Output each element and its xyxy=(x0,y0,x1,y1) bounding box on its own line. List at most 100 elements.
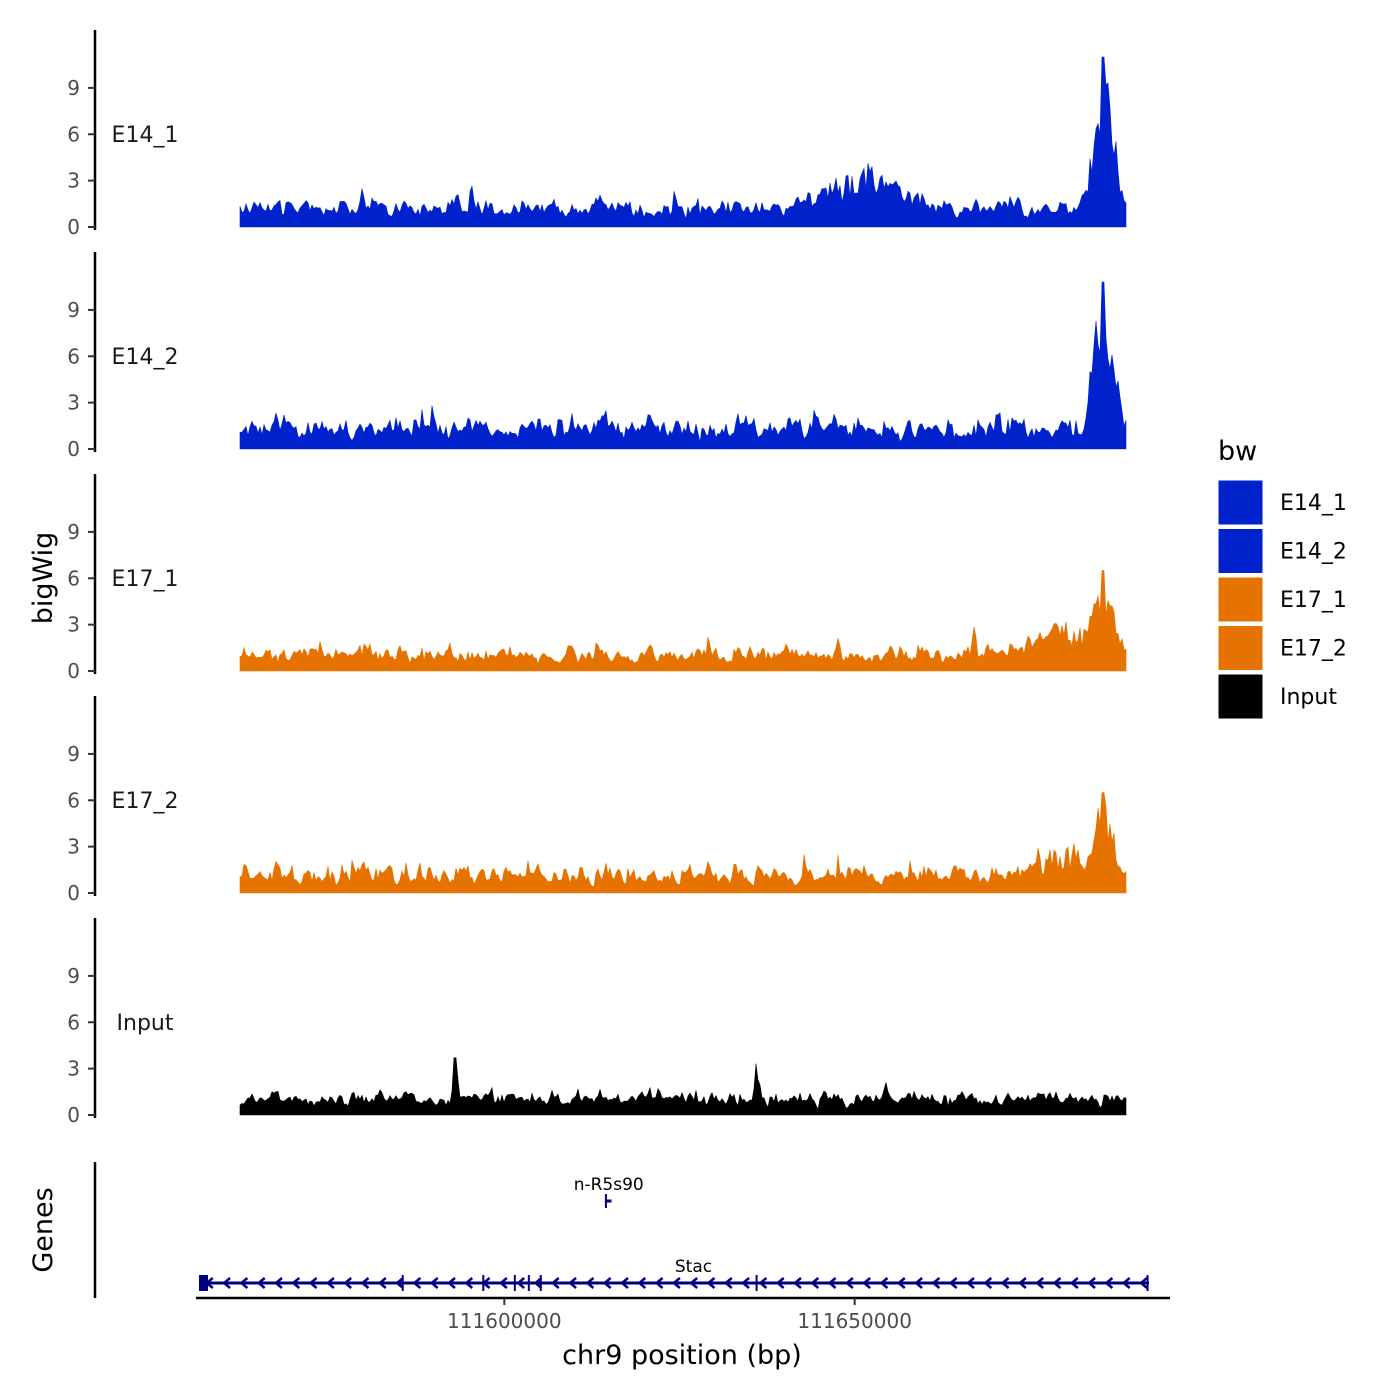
strand-arrow xyxy=(325,1277,335,1289)
gene-Stac: Stac xyxy=(199,1257,1149,1291)
y-tick-label: 6 xyxy=(67,566,80,590)
signal-area-E17_1 xyxy=(239,570,1127,672)
signal-area-E14_2 xyxy=(239,281,1127,450)
legend-label-E14_2: E14_2 xyxy=(1280,540,1347,565)
strand-arrow xyxy=(239,1277,249,1289)
strand-arrow xyxy=(862,1277,871,1289)
y-tick-label: 3 xyxy=(67,169,80,193)
track-E14_1: 0 3 6 9 E14_1 xyxy=(67,30,1127,239)
x-axis: 111600000 111650000 xyxy=(196,1296,1170,1333)
y-tick-label: 9 xyxy=(67,76,80,100)
signal-area-E14_1 xyxy=(239,56,1127,228)
y-tick-label: 9 xyxy=(67,964,80,988)
strand-arrow xyxy=(706,1277,716,1289)
strand-arrow xyxy=(914,1277,923,1289)
legend: bw E14_1 E14_2 E17_1 E17_2 Input xyxy=(1217,436,1347,720)
x-tick-label: 111600000 xyxy=(447,1309,562,1333)
strand-arrow xyxy=(1017,1277,1027,1289)
track-label: E14_1 xyxy=(112,123,179,148)
strand-arrow xyxy=(844,1277,854,1289)
strand-arrow xyxy=(948,1277,958,1289)
track-E17_2: 0 3 6 9 E17_2 xyxy=(67,696,1127,905)
legend-label-E17_2: E17_2 xyxy=(1280,637,1347,662)
strand-arrow xyxy=(343,1277,352,1289)
strand-arrow xyxy=(1087,1277,1096,1289)
strand-arrow xyxy=(602,1277,612,1289)
y-tick-label: 6 xyxy=(67,122,80,146)
y-tick-label: 6 xyxy=(67,344,80,368)
strand-arrow xyxy=(810,1277,820,1289)
track-label: Input xyxy=(117,1011,174,1036)
legend-swatch-Input xyxy=(1217,673,1264,720)
signal-tracks: 0 3 6 9 E14_1 0 3 6 9 E14_2 0 3 6 9 E17_1 0 3 6 9 E17_2 0 3 6 9… xyxy=(67,30,1127,1127)
strand-arrow xyxy=(429,1277,439,1289)
y-tick-label: 0 xyxy=(67,881,80,905)
strand-arrow xyxy=(1069,1277,1079,1289)
strand-arrow xyxy=(585,1277,595,1289)
strand-arrow xyxy=(758,1277,768,1289)
strand-arrow xyxy=(256,1277,266,1289)
strand-arrow xyxy=(723,1277,733,1289)
strand-arrow xyxy=(896,1277,906,1289)
legend-label-E17_1: E17_1 xyxy=(1280,588,1347,613)
strand-arrow xyxy=(274,1277,283,1289)
strand-arrow xyxy=(931,1277,941,1289)
strand-arrow xyxy=(793,1277,802,1289)
strand-arrow xyxy=(637,1277,647,1289)
track-E14_2: 0 3 6 9 E14_2 xyxy=(67,252,1127,461)
strand-arrow xyxy=(1035,1277,1044,1289)
strand-arrow xyxy=(1121,1277,1131,1289)
signal-area-E17_2 xyxy=(239,792,1127,894)
strand-arrow xyxy=(983,1277,993,1289)
strand-arrow xyxy=(498,1277,508,1289)
strand-arrow xyxy=(568,1277,577,1289)
strand-arrow xyxy=(654,1277,664,1289)
y-tick-label: 0 xyxy=(67,659,80,683)
y-tick-label: 9 xyxy=(67,298,80,322)
y-tick-label: 9 xyxy=(67,742,80,766)
strand-arrow xyxy=(689,1277,698,1289)
strand-arrow xyxy=(1000,1277,1010,1289)
track-label: E14_2 xyxy=(112,345,179,370)
track-Input: 0 3 6 9 Input xyxy=(67,918,1127,1127)
x-axis-title: chr9 position (bp) xyxy=(562,1340,802,1371)
strand-arrow xyxy=(1104,1277,1114,1289)
strand-arrow xyxy=(222,1277,231,1289)
gene-label: n-R5s90 xyxy=(574,1175,644,1195)
strand-arrow xyxy=(966,1277,975,1289)
genes-track: n-R5s90 Stac xyxy=(93,1162,1149,1298)
gene-label: Stac xyxy=(675,1257,712,1277)
signal-area-Input xyxy=(239,1057,1127,1116)
strand-arrow xyxy=(671,1277,681,1289)
strand-arrow xyxy=(412,1277,422,1289)
strand-arrow xyxy=(741,1277,750,1289)
strand-arrow xyxy=(395,1277,404,1289)
legend-swatch-E14_2 xyxy=(1217,528,1264,574)
strand-arrow xyxy=(360,1277,370,1289)
strand-arrow xyxy=(1052,1277,1062,1289)
strand-arrow xyxy=(827,1277,837,1289)
exon xyxy=(199,1275,209,1291)
y-tick-label: 3 xyxy=(67,613,80,637)
strand-arrow xyxy=(447,1277,456,1289)
strand-arrow xyxy=(464,1277,474,1289)
legend-label-E14_1: E14_1 xyxy=(1280,491,1347,516)
legend-label-Input: Input xyxy=(1280,685,1337,710)
legend-swatch-E17_1 xyxy=(1217,576,1264,623)
track-label: E17_1 xyxy=(112,567,179,592)
y-tick-label: 9 xyxy=(67,520,80,544)
strand-arrow xyxy=(533,1277,543,1289)
y-tick-label: 6 xyxy=(67,1010,80,1034)
strand-arrow xyxy=(516,1277,525,1289)
genes-track-title: Genes xyxy=(28,1187,59,1272)
y-tick-label: 3 xyxy=(67,391,80,415)
y-tick-label: 3 xyxy=(67,1057,80,1081)
y-tick-label: 3 xyxy=(67,835,80,859)
y-tick-label: 6 xyxy=(67,788,80,812)
strand-arrow xyxy=(1139,1277,1148,1289)
strand-arrow xyxy=(308,1277,318,1289)
strand-arrow xyxy=(377,1277,387,1289)
strand-arrow xyxy=(620,1277,629,1289)
strand-arrow xyxy=(550,1277,560,1289)
